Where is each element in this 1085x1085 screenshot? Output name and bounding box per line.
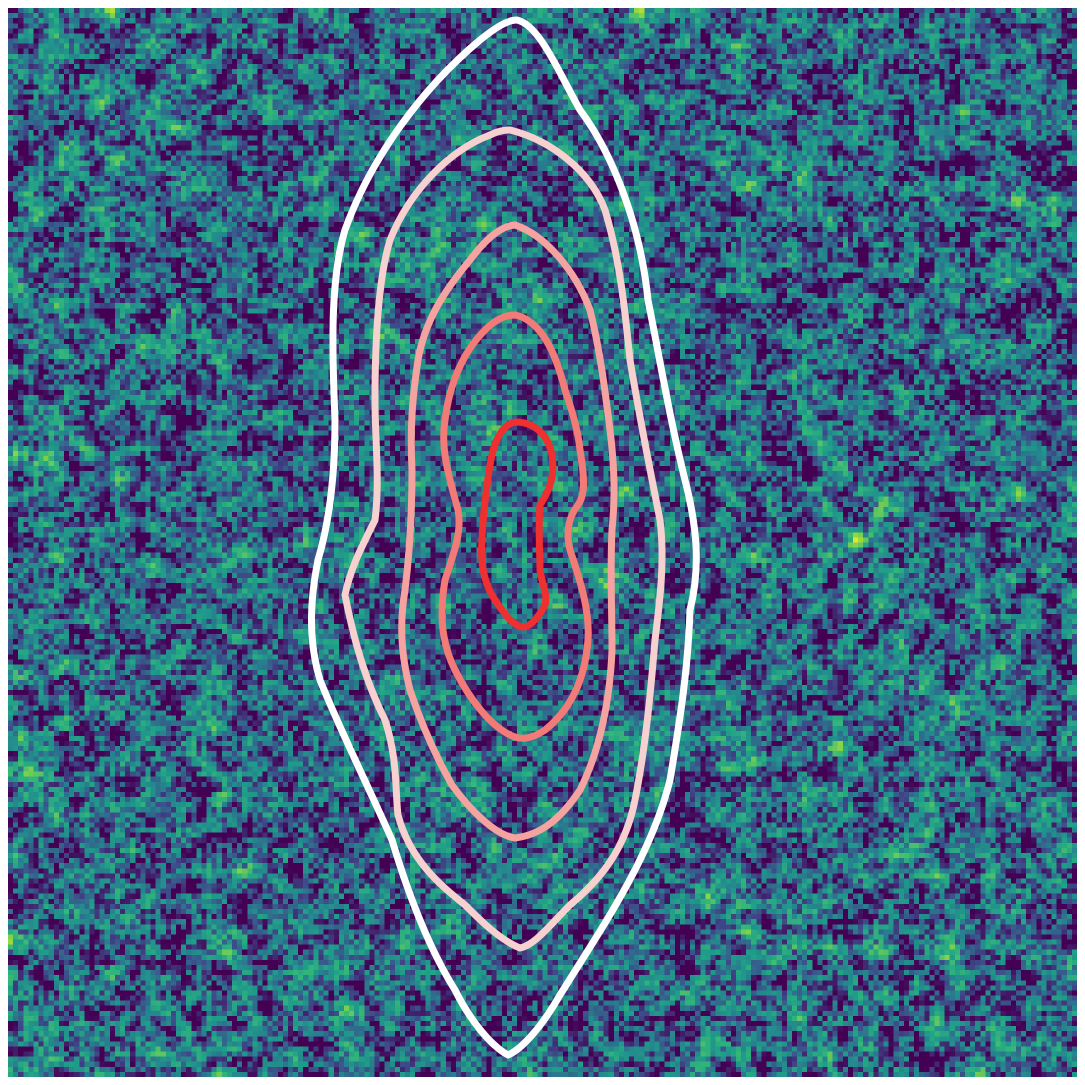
noise-heatmap <box>8 8 1077 1077</box>
heatmap-panel <box>8 8 1077 1077</box>
